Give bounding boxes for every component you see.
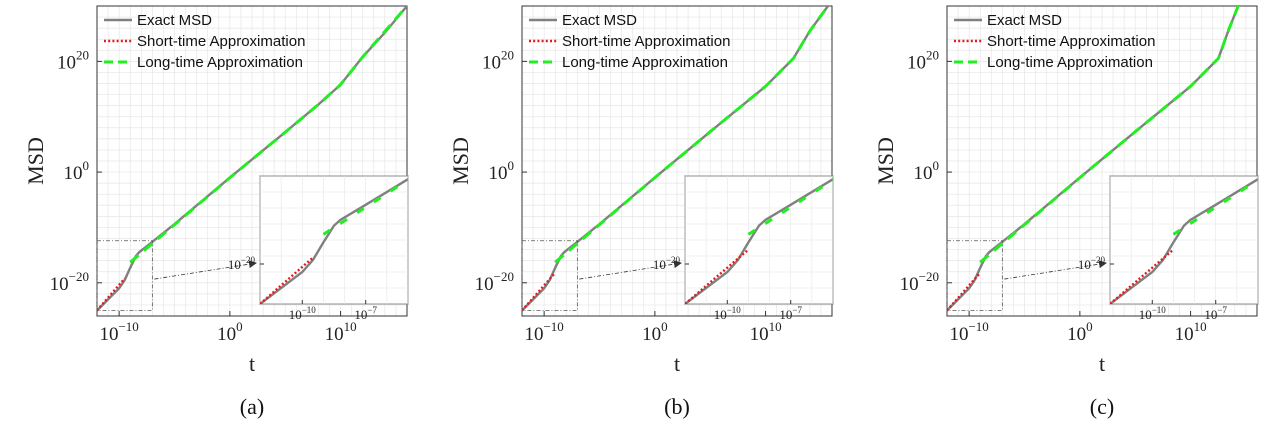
legend-label: Short-time Approximation bbox=[562, 33, 730, 50]
y-tick-label: 100 bbox=[914, 158, 940, 184]
plot-area bbox=[947, 6, 1240, 312]
legend-label: Long-time Approximation bbox=[562, 54, 728, 71]
inset-series-exact-msd bbox=[685, 177, 833, 304]
inset-series-exact-msd bbox=[260, 177, 408, 304]
zoom-box bbox=[521, 240, 578, 311]
y-tick-label: 10−20 bbox=[50, 269, 89, 295]
legend-label: Exact MSD bbox=[137, 12, 212, 29]
inset-data bbox=[1110, 177, 1258, 304]
series-line-short-time-approximation bbox=[97, 277, 126, 312]
panel-caption: (b) bbox=[664, 394, 690, 419]
legend-label: Exact MSD bbox=[562, 12, 637, 29]
zoom-arrow bbox=[154, 260, 257, 280]
y-tick-label: 100 bbox=[64, 158, 90, 184]
x-tick-label: 100 bbox=[1067, 319, 1093, 345]
series-line-long-time-approximation bbox=[554, 6, 830, 264]
legend: Exact MSD Short-time Approximation Long-ti… bbox=[954, 12, 1155, 71]
x-axis-label: t bbox=[1099, 351, 1105, 376]
y-tick-label: 10−20 bbox=[475, 269, 514, 295]
inset-y-tick-label: 10−20 bbox=[1078, 255, 1106, 272]
inset-x-tick-label: 10−7 bbox=[1204, 305, 1227, 322]
zoom-arrow bbox=[1004, 260, 1107, 280]
inset-series-exact-msd bbox=[1110, 177, 1258, 304]
panel-caption: (a) bbox=[240, 394, 264, 419]
x-tick-label: 10−10 bbox=[524, 319, 563, 345]
x-tick-label: 1010 bbox=[1175, 319, 1207, 345]
legend: Exact MSD Short-time Approximation Long-ti… bbox=[529, 12, 730, 71]
legend-label: Long-time Approximation bbox=[987, 54, 1153, 71]
inset-x-tick-label: 10−10 bbox=[1139, 305, 1167, 322]
x-axis-label: t bbox=[674, 351, 680, 376]
zoom-box bbox=[96, 240, 153, 311]
zoom-arrow bbox=[579, 260, 682, 280]
inset-y-tick-label: 10−20 bbox=[228, 255, 256, 272]
plot-frame bbox=[946, 5, 1258, 317]
legend-label: Short-time Approximation bbox=[137, 33, 305, 50]
legend-label: Long-time Approximation bbox=[137, 54, 303, 71]
series-line-long-time-approximation bbox=[129, 6, 407, 264]
x-tick-label: 100 bbox=[217, 319, 243, 345]
legend-label: Short-time Approximation bbox=[987, 33, 1155, 50]
y-axis-label: MSD bbox=[448, 137, 473, 185]
y-axis-label: MSD bbox=[23, 137, 48, 185]
y-tick-label: 10−20 bbox=[900, 269, 939, 295]
inset-x-tick-label: 10−7 bbox=[779, 305, 802, 322]
series-line-long-time-approximation bbox=[979, 6, 1240, 264]
inset-data bbox=[260, 177, 408, 304]
inset-y-tick-label: 10−20 bbox=[653, 255, 681, 272]
inset-series-short-time-approximation bbox=[1110, 248, 1175, 304]
inset-series-short-time-approximation bbox=[685, 248, 750, 304]
x-tick-label: 10−10 bbox=[99, 319, 138, 345]
panel-caption: (c) bbox=[1090, 394, 1114, 419]
legend-label: Exact MSD bbox=[987, 12, 1062, 29]
y-tick-label: 100 bbox=[489, 158, 515, 184]
inset-plot: 10−10 10−7 10−20 bbox=[1078, 175, 1259, 322]
y-tick-label: 1020 bbox=[907, 47, 939, 73]
x-tick-label: 1010 bbox=[750, 319, 782, 345]
plot-frame bbox=[96, 5, 408, 317]
y-tick-label: 1020 bbox=[482, 47, 514, 73]
inset-series-short-time-approximation bbox=[260, 256, 314, 304]
zoom-box bbox=[946, 240, 1003, 311]
inset-x-tick-label: 10−7 bbox=[354, 305, 377, 322]
inset-plot: 10−10 10−7 10−20 bbox=[653, 175, 834, 322]
x-tick-label: 1010 bbox=[325, 319, 357, 345]
x-axis-label: t bbox=[249, 351, 255, 376]
plot-frame bbox=[521, 5, 833, 317]
legend: Exact MSD Short-time Approximation Long-ti… bbox=[104, 12, 305, 71]
inset-data bbox=[685, 177, 833, 304]
inset-x-tick-label: 10−10 bbox=[714, 305, 742, 322]
plot-area bbox=[522, 6, 830, 312]
inset-plot: 10−10 10−7 10−20 bbox=[228, 175, 409, 322]
x-tick-label: 100 bbox=[642, 319, 668, 345]
y-axis-label: MSD bbox=[873, 137, 898, 185]
inset-x-tick-label: 10−10 bbox=[289, 305, 317, 322]
y-tick-label: 1020 bbox=[57, 47, 89, 73]
x-tick-label: 10−10 bbox=[949, 319, 988, 345]
plot-area bbox=[97, 6, 407, 312]
